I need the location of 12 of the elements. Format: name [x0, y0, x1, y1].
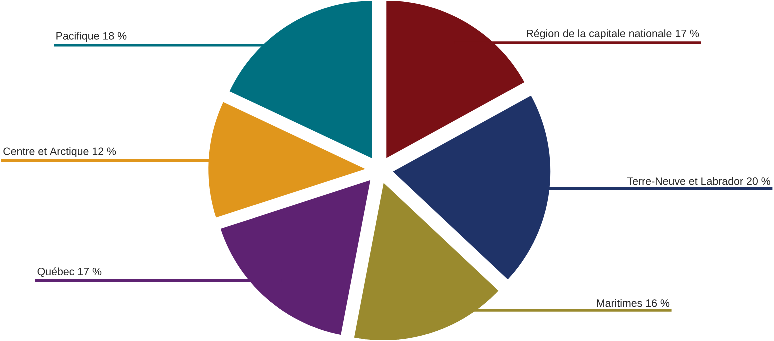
- data-label: 20 %: [747, 177, 770, 185]
- data-label: 17 %: [78, 268, 102, 276]
- slice-label: Pacifique: [56, 32, 100, 42]
- data-label: 16 %: [646, 299, 670, 307]
- slice-label: Maritimes: [597, 299, 642, 307]
- slice-label: Région de la capitale nationale: [527, 29, 672, 40]
- data-label: 17 %: [676, 30, 700, 38]
- slice-label: Centre et Arctique: [4, 147, 89, 158]
- data-label: 18 %: [104, 32, 127, 40]
- slice-label: Terre-Neuve et Labrador: [627, 177, 744, 185]
- data-label: 12 %: [92, 148, 116, 156]
- slice-label: Québec: [38, 267, 74, 278]
